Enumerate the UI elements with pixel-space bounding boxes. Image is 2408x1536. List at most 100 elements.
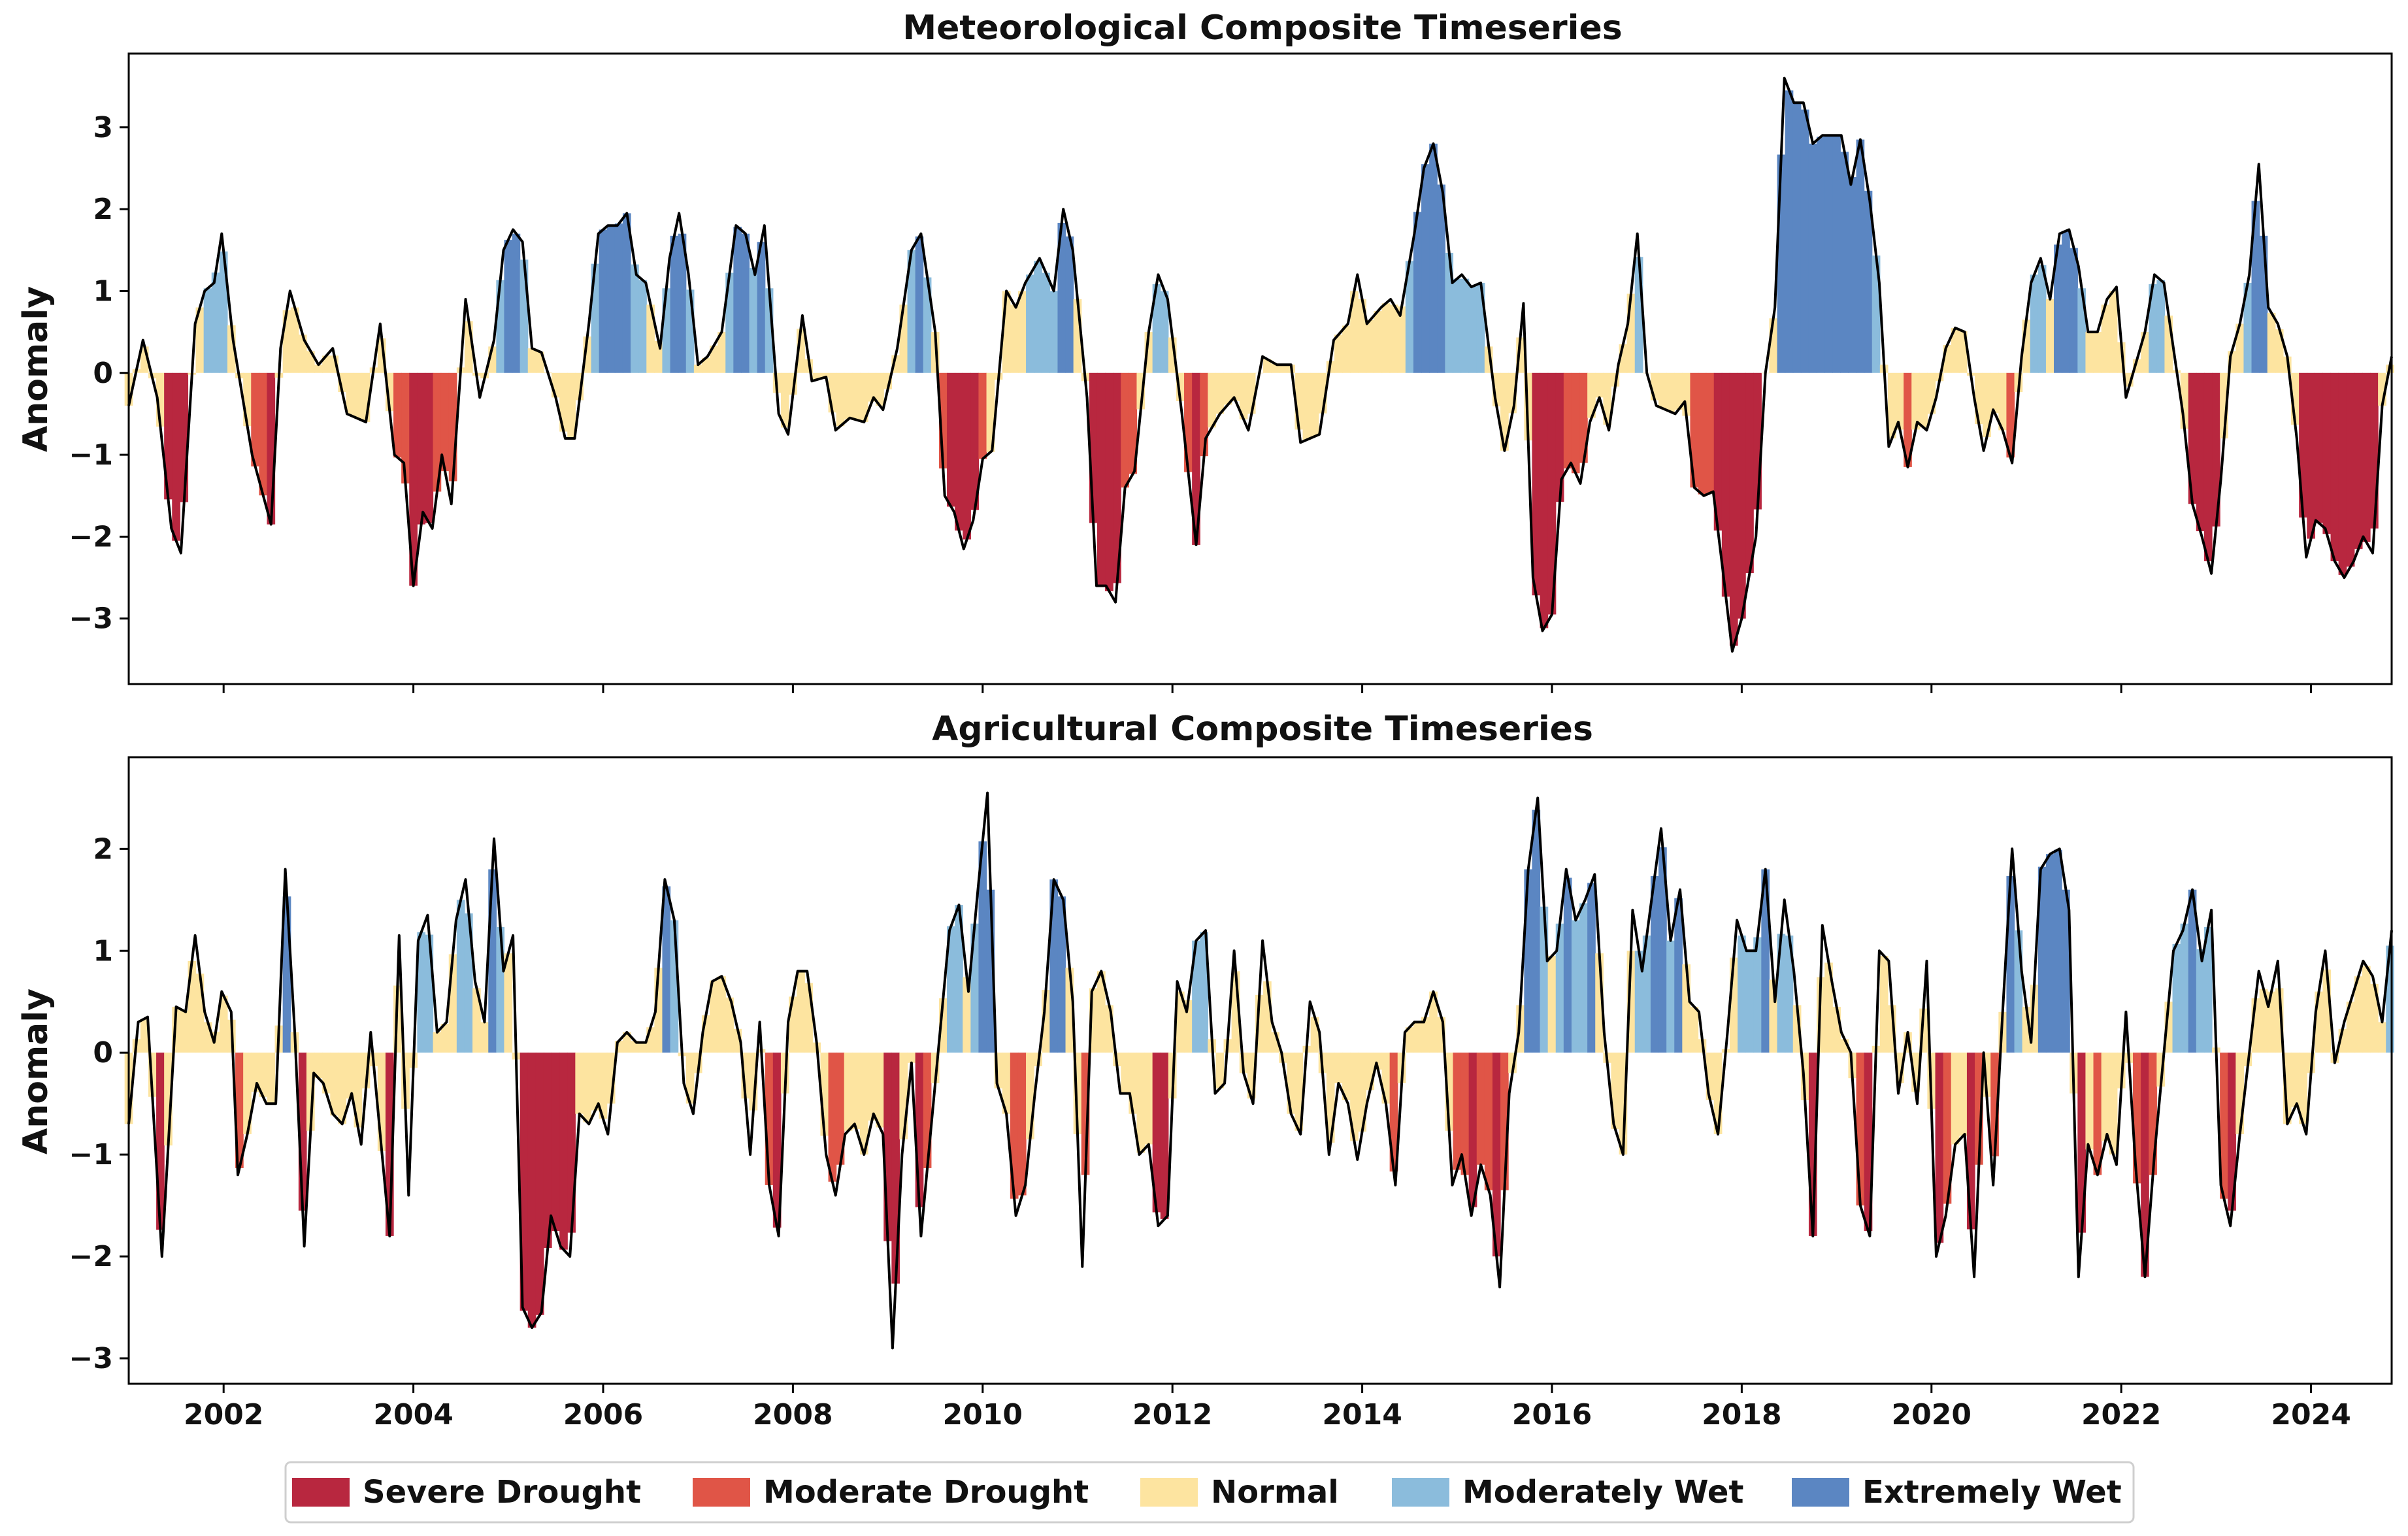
bar-severe — [1492, 1053, 1501, 1257]
bar-moderately-wet — [1579, 903, 1588, 1053]
bar-normal — [583, 1053, 592, 1122]
bar-normal — [1097, 971, 1106, 1053]
ytick-label: 2 — [93, 832, 113, 866]
bar-severe — [409, 372, 418, 586]
bar-normal — [1136, 1053, 1146, 1153]
bar-extremely-wet — [1057, 896, 1066, 1053]
bar-moderately-wet — [1468, 286, 1477, 373]
bar-moderate-drought — [401, 372, 410, 483]
bar-severe — [2362, 372, 2371, 542]
bar-extremely-wet — [1421, 164, 1430, 373]
bar-severe — [1935, 1053, 1944, 1243]
bar-moderate-drought — [2220, 1053, 2228, 1199]
bar-severe — [947, 372, 955, 507]
bar-normal — [282, 310, 291, 373]
legend-label-extremely-wet: Extremely Wet — [1862, 1474, 2122, 1511]
bar-extremely-wet — [2006, 875, 2015, 1053]
bar-extremely-wet — [1674, 898, 1683, 1053]
bar-normal — [622, 1032, 631, 1053]
bar-extremely-wet — [1524, 869, 1533, 1053]
bar-normal — [1026, 1053, 1034, 1139]
ytick-label: −3 — [69, 602, 113, 636]
bar-moderately-wet — [1049, 291, 1059, 373]
bar-extremely-wet — [1832, 135, 1841, 373]
bar-moderately-wet — [2243, 282, 2252, 373]
ytick-label: 1 — [93, 274, 113, 308]
bar-normal — [2354, 976, 2363, 1053]
bar-moderate-drought — [1121, 372, 1129, 488]
bar-normal — [859, 372, 868, 422]
bar-moderate-drought — [828, 1053, 837, 1182]
bar-extremely-wet — [1785, 90, 1794, 373]
bar-normal — [804, 983, 813, 1053]
bar-severe — [1555, 372, 1564, 502]
bar-moderately-wet — [417, 932, 426, 1053]
bar-normal — [2093, 332, 2102, 373]
bar-normal — [797, 971, 805, 1053]
bar-severe — [955, 372, 963, 531]
bar-normal — [1951, 327, 1960, 373]
bar-severe — [1192, 372, 1200, 545]
bar-severe — [2315, 372, 2324, 523]
ytick-label: 1 — [93, 934, 113, 968]
bar-severe — [535, 1053, 544, 1315]
bar-severe — [527, 1053, 536, 1328]
bar-normal — [259, 1053, 268, 1097]
bar-moderately-wet — [496, 280, 505, 373]
ytick-label: −3 — [69, 1342, 113, 1375]
bar-normal — [1958, 1053, 1968, 1136]
bar-normal — [717, 332, 726, 373]
bar-normal — [812, 372, 821, 380]
ytick-label: 0 — [93, 1036, 113, 1070]
bar-normal — [2362, 966, 2371, 1053]
bar-severe — [970, 372, 980, 510]
bar-severe — [2141, 1053, 2149, 1277]
bar-moderate-drought — [393, 372, 402, 458]
bar-normal — [2045, 299, 2054, 373]
bar-severe — [1713, 372, 1723, 531]
bar-moderate-drought — [978, 372, 987, 459]
bar-moderately-wet — [1200, 932, 1208, 1053]
bar-normal — [354, 372, 363, 419]
bar-extremely-wet — [757, 242, 766, 373]
bar-extremely-wet — [2054, 244, 2062, 373]
bar-moderate-drought — [1904, 372, 1912, 467]
bar-severe — [1468, 1053, 1477, 1207]
bar-normal — [868, 372, 876, 402]
legend-frame — [284, 1461, 2135, 1524]
bar-normal — [701, 357, 710, 373]
meteorological-axes-frame — [127, 52, 2393, 685]
bar-normal — [1587, 372, 1596, 418]
bar-severe — [1547, 372, 1557, 615]
bar-normal — [1951, 1053, 1960, 1145]
bar-normal — [1002, 1053, 1011, 1114]
bar-moderate-drought — [1563, 372, 1572, 468]
bar-moderately-wet — [662, 288, 671, 373]
bar-normal — [2235, 1053, 2245, 1134]
bar-normal — [1263, 359, 1272, 373]
bar-normal — [876, 372, 884, 406]
bar-normal — [2085, 332, 2094, 373]
bar-moderate-drought — [251, 372, 259, 466]
bar-normal — [1208, 372, 1217, 428]
bar-moderate-drought — [2149, 1053, 2157, 1175]
xtick-label: 2008 — [753, 1398, 833, 1431]
bar-normal — [1603, 372, 1612, 425]
bar-normal — [2109, 291, 2118, 373]
bar-severe — [552, 1053, 560, 1232]
bar-extremely-wet — [512, 233, 521, 373]
bar-moderate-drought — [433, 372, 442, 492]
legend-swatch-extremely-wet — [1792, 1478, 1849, 1507]
ytick-label: 0 — [93, 357, 113, 390]
legend-swatch-severe — [292, 1478, 350, 1507]
bar-normal — [1595, 372, 1604, 398]
bar-extremely-wet — [599, 229, 608, 373]
bar-severe — [963, 372, 971, 540]
meteorological-ylabel: Anomaly — [16, 286, 56, 452]
bar-extremely-wet — [741, 233, 750, 373]
bar-severe — [2196, 372, 2205, 532]
bar-severe — [2354, 372, 2363, 549]
bar-normal — [1334, 335, 1343, 373]
bar-moderately-wet — [1034, 261, 1042, 373]
